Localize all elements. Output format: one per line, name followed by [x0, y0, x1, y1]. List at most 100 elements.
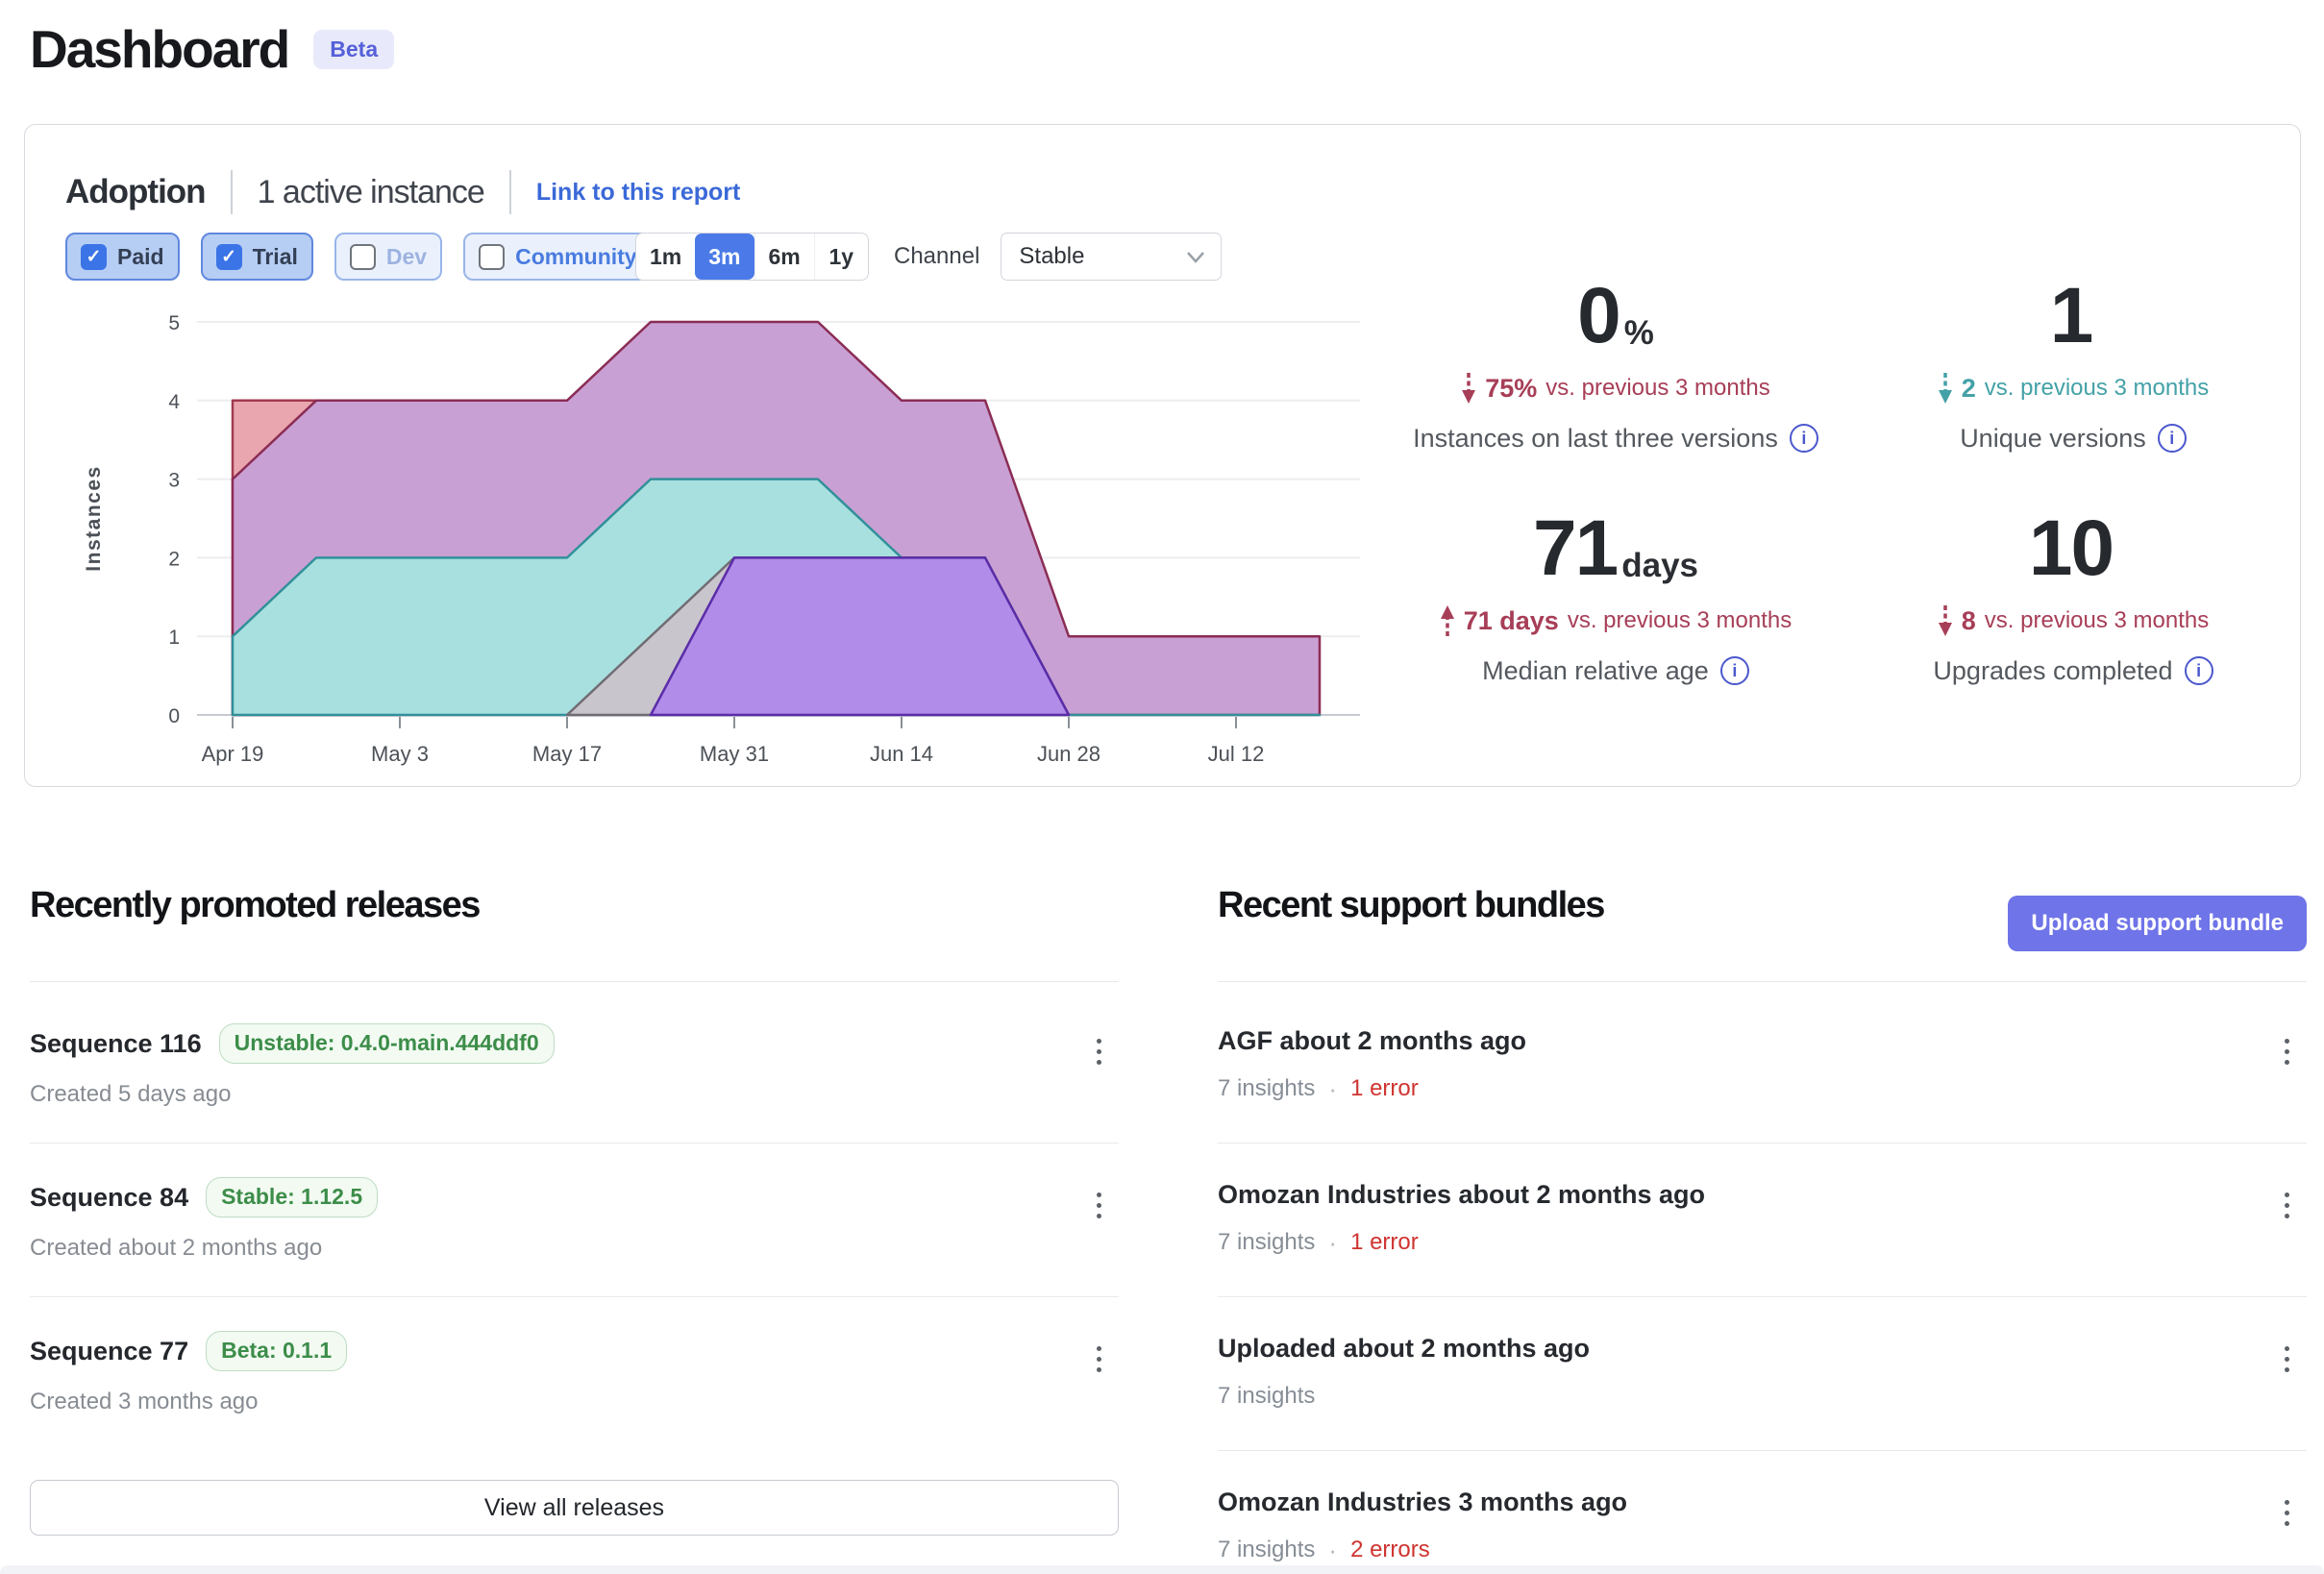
release-version-badge: Beta: 0.1.1	[206, 1331, 348, 1371]
license-filter-chips: ✓ Paid ✓ Trial Dev Community	[65, 233, 653, 281]
bundle-insights: 7 insights	[1218, 1075, 1316, 1101]
channel-select[interactable]: Stable	[1001, 233, 1223, 281]
svg-text:Jun 14: Jun 14	[870, 742, 933, 766]
next-section-edge	[0, 1565, 2324, 1574]
dot-separator: ·	[1328, 1074, 1338, 1103]
adoption-title: Adoption	[65, 173, 207, 210]
dot-separator: ·	[1328, 1536, 1338, 1564]
bundle-menu-button[interactable]	[2277, 1492, 2297, 1534]
release-menu-button[interactable]	[1089, 1031, 1109, 1072]
bundles-heading: Recent support bundles	[1218, 885, 1605, 925]
range-3m[interactable]: 3m	[695, 234, 754, 280]
release-row: Sequence 116 Unstable: 0.4.0-main.444ddf…	[30, 1023, 1119, 1109]
filter-label: Dev	[385, 243, 428, 269]
checkbox-icon	[349, 243, 376, 270]
upload-support-bundle-button[interactable]: Upload support bundle	[2008, 896, 2307, 951]
svg-text:Apr 19: Apr 19	[202, 742, 264, 766]
link-to-report[interactable]: Link to this report	[535, 178, 741, 206]
recently-promoted-releases: Recently promoted releases Sequence 116 …	[30, 884, 1119, 1536]
filter-dev-checkbox[interactable]: Dev	[334, 233, 443, 281]
filter-community-checkbox[interactable]: Community	[463, 233, 653, 281]
release-version-badge: Stable: 1.12.5	[206, 1177, 379, 1217]
divider	[1218, 1143, 2307, 1144]
bundle-menu-button[interactable]	[2277, 1031, 2297, 1072]
bundle-errors: 1 error	[1350, 1075, 1419, 1101]
stat-label: Instances on last three versions	[1413, 423, 1778, 453]
release-row: Sequence 84 Stable: 1.12.5 Created about…	[30, 1177, 1119, 1263]
svg-text:5: 5	[168, 312, 180, 334]
checkbox-icon	[479, 243, 506, 270]
bundle-row: Omozan Industries about 2 months ago 7 i…	[1218, 1177, 2307, 1257]
stat-unit: days	[1621, 546, 1698, 584]
stat-value: 71	[1533, 504, 1619, 592]
svg-text:3: 3	[168, 470, 180, 492]
adoption-card-header: Adoption 1 active instance Link to this …	[65, 167, 740, 217]
delta-text: vs. previous 3 months	[1984, 606, 2210, 633]
bundle-row: Uploaded about 2 months ago 7 insights ·	[1218, 1331, 2307, 1411]
bundle-row: Omozan Industries 3 months ago 7 insight…	[1218, 1485, 2307, 1564]
range-6m[interactable]: 6m	[754, 234, 814, 280]
filter-trial-checkbox[interactable]: ✓ Trial	[200, 233, 313, 281]
bundle-menu-button[interactable]	[2277, 1339, 2297, 1380]
release-row: Sequence 77 Beta: 0.1.1 Created 3 months…	[30, 1331, 1119, 1416]
release-menu-button[interactable]	[1089, 1185, 1109, 1226]
filter-label: Trial	[252, 243, 298, 269]
svg-text:0: 0	[168, 705, 180, 727]
page-title: Dashboard	[30, 19, 290, 79]
active-instance-count: 1 active instance	[257, 173, 485, 210]
divider	[30, 1296, 1119, 1297]
divider	[230, 170, 233, 214]
delta-value: 75%	[1485, 373, 1538, 403]
delta-value: 2	[1961, 373, 1976, 403]
info-icon[interactable]: i	[2184, 655, 2213, 685]
svg-text:Instances: Instances	[83, 465, 105, 571]
divider	[1218, 1296, 2307, 1297]
stat-unique-versions: 1 2 vs. previous 3 months Unique version…	[1844, 277, 2302, 455]
range-1m[interactable]: 1m	[650, 243, 682, 269]
info-icon[interactable]: i	[1719, 655, 1749, 685]
page-header: Dashboard Beta	[30, 19, 395, 79]
channel-row: Channel Stable	[894, 233, 1223, 281]
trend-arrow-icon	[1938, 604, 1953, 637]
svg-text:2: 2	[168, 548, 180, 570]
release-title[interactable]: Sequence 116	[30, 1028, 202, 1058]
bundle-insights: 7 insights	[1218, 1229, 1316, 1255]
stat-median-relative-age: 71 days 71 days vs. previous 3 months Me…	[1387, 504, 1844, 688]
release-menu-button[interactable]	[1089, 1339, 1109, 1380]
release-title[interactable]: Sequence 77	[30, 1336, 189, 1365]
trend-arrow-icon	[1938, 372, 1953, 405]
divider	[508, 170, 511, 214]
stat-value: 10	[2028, 504, 2114, 592]
bundle-title[interactable]: Omozan Industries 3 months ago	[1218, 1488, 1628, 1516]
delta-value: 71 days	[1463, 605, 1559, 635]
bundle-title[interactable]: Omozan Industries about 2 months ago	[1218, 1180, 1706, 1209]
stat-instances-last-three-versions: 0 % 75% vs. previous 3 months Instances …	[1387, 277, 1844, 455]
info-icon[interactable]: i	[2157, 423, 2187, 453]
checkbox-icon: ✓	[81, 243, 107, 270]
releases-heading: Recently promoted releases	[30, 885, 481, 925]
svg-text:Jul 12: Jul 12	[1208, 742, 1265, 766]
filter-label: Community	[515, 243, 637, 269]
release-created-text: Created about 2 months ago	[30, 1234, 323, 1261]
bundle-menu-button[interactable]	[2277, 1185, 2297, 1226]
checkbox-icon: ✓	[215, 243, 242, 270]
stat-unit: %	[1623, 313, 1654, 352]
svg-text:May 3: May 3	[371, 742, 429, 766]
stat-upgrades-completed: 10 8 vs. previous 3 months Upgrades comp…	[1844, 504, 2302, 688]
svg-text:May 31: May 31	[700, 742, 769, 766]
bundle-title[interactable]: Uploaded about 2 months ago	[1218, 1334, 1591, 1363]
info-icon[interactable]: i	[1789, 423, 1818, 453]
bundle-title[interactable]: AGF about 2 months ago	[1218, 1026, 1526, 1055]
range-1y[interactable]: 1y	[813, 234, 868, 280]
bundle-errors: 2 errors	[1350, 1537, 1430, 1562]
bundle-insights: 7 insights	[1218, 1537, 1316, 1562]
recent-support-bundles: Recent support bundles Upload support bu…	[1218, 884, 2307, 1564]
bundle-errors: 1 error	[1350, 1229, 1419, 1255]
trend-arrow-icon	[1461, 372, 1476, 405]
filter-paid-checkbox[interactable]: ✓ Paid	[65, 233, 180, 281]
divider	[1218, 981, 2307, 982]
delta-text: vs. previous 3 months	[1545, 374, 1770, 401]
release-title[interactable]: Sequence 84	[30, 1182, 189, 1212]
time-range-selector: 1m 3m 6m 1y	[635, 233, 869, 281]
view-all-releases-button[interactable]: View all releases	[30, 1480, 1119, 1536]
